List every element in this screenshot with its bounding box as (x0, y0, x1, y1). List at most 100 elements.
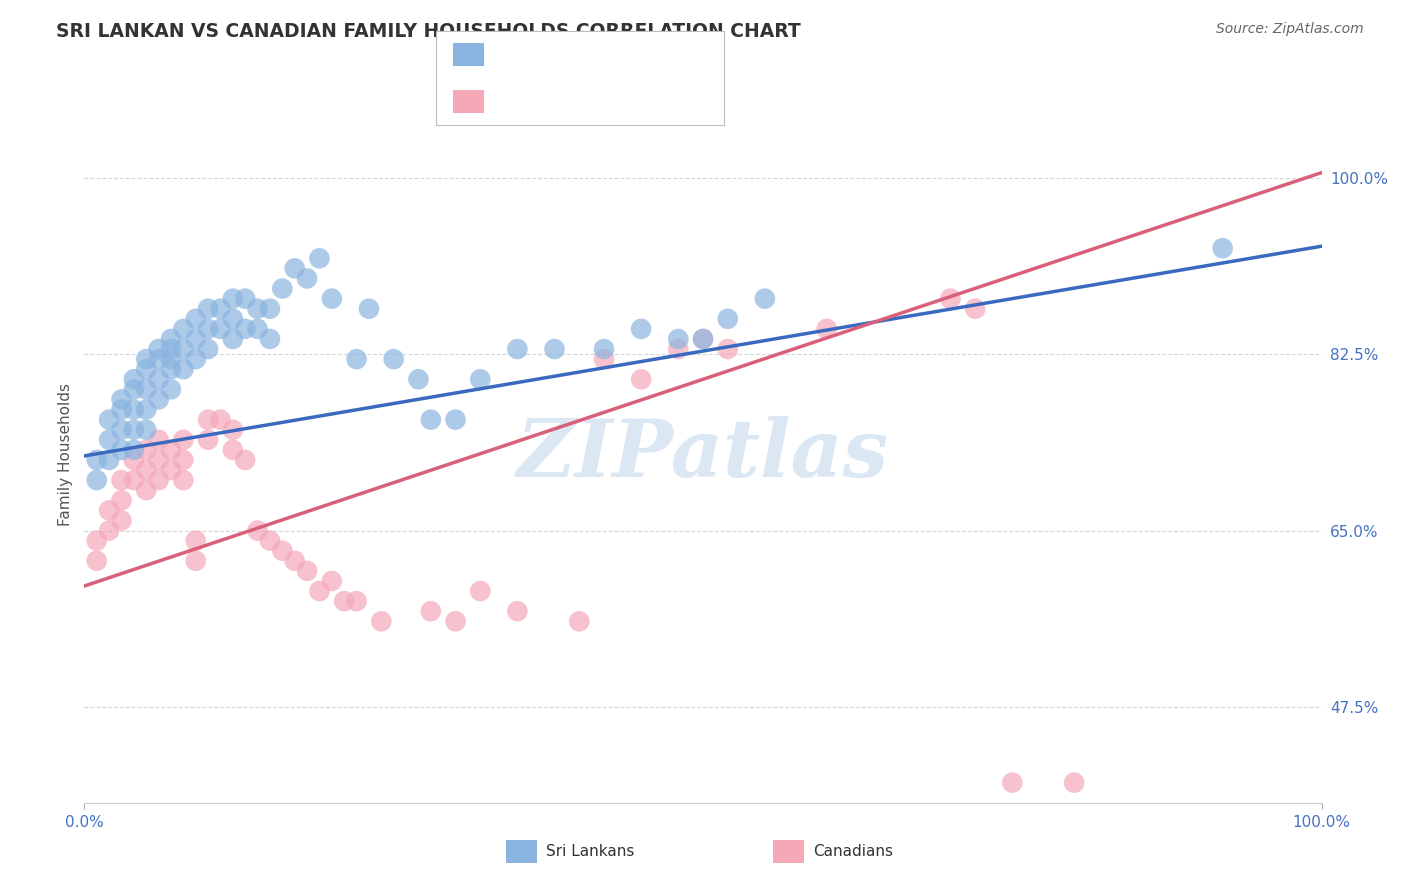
Point (271, 543, 294, 558)
Point (135, 483, 157, 498)
Point (160, 442, 183, 457)
Point (197, 322, 219, 336)
Point (321, 292, 343, 306)
Point (209, 412, 232, 426)
Point (419, 604, 441, 618)
Point (233, 322, 256, 336)
Point (172, 473, 194, 487)
Point (357, 301, 380, 316)
Point (197, 412, 219, 426)
Point (98, 412, 121, 426)
Point (543, 342, 565, 356)
Point (160, 362, 183, 376)
Point (122, 383, 145, 397)
Point (184, 352, 207, 367)
Point (321, 574, 343, 588)
Text: R = 0.474: R = 0.474 (495, 93, 593, 111)
Point (160, 463, 183, 477)
Point (184, 533, 207, 548)
Point (333, 594, 356, 608)
Point (160, 352, 183, 367)
Point (630, 322, 652, 336)
Text: Sri Lankans: Sri Lankans (546, 845, 634, 859)
Point (172, 322, 194, 336)
Point (209, 322, 232, 336)
Point (382, 352, 405, 367)
Text: ZIPatlas: ZIPatlas (517, 417, 889, 493)
Point (86, 473, 108, 487)
Point (209, 301, 232, 316)
Point (1212, 241, 1234, 255)
Point (135, 362, 157, 376)
Point (160, 332, 183, 346)
Point (259, 332, 281, 346)
Point (135, 352, 157, 367)
Point (408, 372, 430, 386)
Point (717, 311, 740, 326)
Point (98, 433, 121, 447)
Point (939, 292, 962, 306)
Point (135, 442, 157, 457)
Point (370, 615, 392, 629)
Point (666, 342, 689, 356)
Point (110, 442, 132, 457)
Point (1001, 775, 1024, 789)
Point (172, 453, 194, 467)
Point (233, 292, 256, 306)
Point (222, 292, 245, 306)
Point (110, 423, 132, 437)
Point (184, 554, 207, 568)
Point (222, 311, 245, 326)
Point (110, 392, 132, 407)
Point (271, 281, 294, 295)
Point (197, 342, 219, 356)
Point (815, 322, 838, 336)
Point (444, 615, 467, 629)
Text: R = 0.334: R = 0.334 (495, 45, 593, 63)
Text: Source: ZipAtlas.com: Source: ZipAtlas.com (1216, 22, 1364, 37)
Point (160, 342, 183, 356)
Point (172, 362, 194, 376)
Point (346, 352, 368, 367)
Point (246, 301, 269, 316)
Point (754, 292, 776, 306)
Point (259, 301, 281, 316)
Point (222, 332, 245, 346)
Point (308, 584, 330, 599)
Point (470, 584, 492, 599)
Point (259, 533, 281, 548)
Point (135, 463, 157, 477)
Point (122, 453, 145, 467)
Point (965, 301, 987, 316)
Point (148, 352, 170, 367)
Point (148, 342, 170, 356)
Text: N = 69: N = 69 (610, 45, 678, 63)
Point (135, 383, 157, 397)
Point (148, 473, 170, 487)
Point (148, 453, 170, 467)
Point (197, 301, 219, 316)
Point (506, 604, 529, 618)
Point (86, 453, 108, 467)
Point (666, 332, 689, 346)
Point (172, 342, 194, 356)
Point (98, 524, 121, 538)
Point (692, 332, 714, 346)
Point (135, 402, 157, 417)
Point (160, 383, 183, 397)
Point (284, 261, 307, 276)
Point (568, 615, 591, 629)
Point (172, 433, 194, 447)
Point (184, 311, 207, 326)
Point (284, 554, 307, 568)
Point (86, 533, 108, 548)
Point (246, 322, 269, 336)
Point (135, 423, 157, 437)
Point (222, 423, 245, 437)
Point (110, 473, 132, 487)
Point (308, 252, 330, 266)
Point (593, 352, 616, 367)
Point (110, 513, 132, 527)
Point (1063, 775, 1085, 789)
Point (233, 453, 256, 467)
